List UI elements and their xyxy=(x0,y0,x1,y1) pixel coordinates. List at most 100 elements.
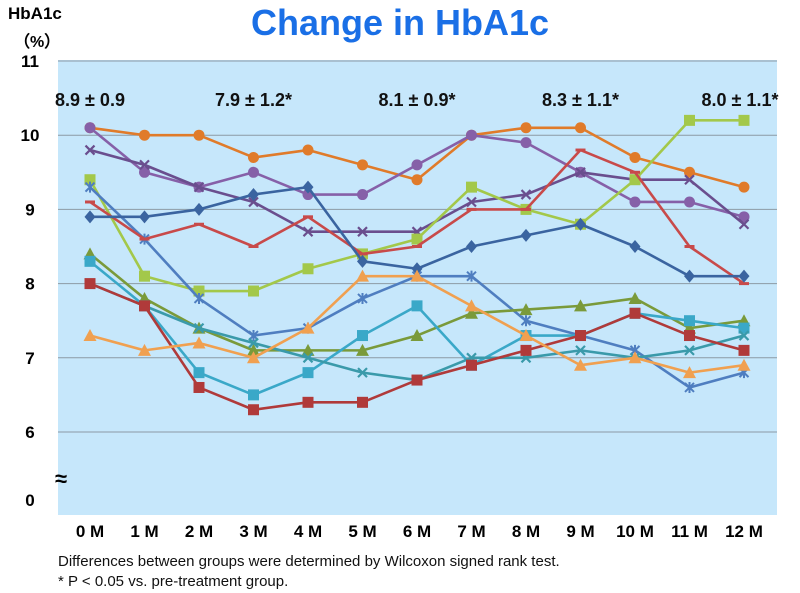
data-point xyxy=(357,189,368,201)
data-point xyxy=(466,129,477,141)
mean-sd-annotation: 8.9 ± 0.9 xyxy=(55,90,125,110)
data-point xyxy=(302,180,314,194)
data-point xyxy=(466,196,477,208)
chart-title: Change in HbA1c xyxy=(250,2,550,43)
y-axis-unit: （%） xyxy=(14,34,61,51)
data-point xyxy=(574,358,587,371)
data-point xyxy=(684,166,695,178)
plot-area xyxy=(58,60,777,515)
footnote-significance: * P < 0.05 vs. pre-treatment group. xyxy=(58,573,289,590)
data-point xyxy=(193,322,205,334)
data-point xyxy=(738,269,750,283)
data-point xyxy=(683,366,696,379)
data-point xyxy=(84,210,96,224)
data-point xyxy=(193,381,205,393)
x-tick-label: 0 M xyxy=(76,522,104,541)
data-point xyxy=(248,389,259,401)
data-point xyxy=(519,329,533,342)
x-tick-label: 3 M xyxy=(239,522,267,541)
data-point xyxy=(139,300,150,312)
data-point xyxy=(575,330,586,342)
data-point xyxy=(139,210,150,224)
data-point xyxy=(684,315,695,327)
mean-sd-annotation: 8.3 ± 1.1* xyxy=(542,90,619,110)
data-point xyxy=(139,129,150,141)
y-tick-label: 8 xyxy=(25,275,34,294)
data-point xyxy=(411,300,423,312)
data-point xyxy=(520,344,532,356)
data-point xyxy=(466,181,477,193)
mean-sd-annotation: 7.9 ± 1.2* xyxy=(215,90,292,110)
data-point xyxy=(628,351,642,364)
data-point xyxy=(738,211,750,223)
data-point xyxy=(411,174,423,186)
data-point xyxy=(248,166,259,178)
x-tick-label: 11 M xyxy=(671,522,708,541)
data-point xyxy=(629,151,641,163)
data-point xyxy=(357,254,368,268)
x-tick-label: 4 M xyxy=(294,522,322,541)
data-point xyxy=(139,166,150,178)
x-tick-label: 8 M xyxy=(512,522,540,541)
x-tick-label: 5 M xyxy=(348,522,376,541)
x-tick-label: 1 M xyxy=(130,522,158,541)
data-point xyxy=(302,226,314,237)
data-point xyxy=(465,299,478,312)
data-point xyxy=(410,329,424,342)
x-tick-label: 10 M xyxy=(616,522,654,541)
data-point xyxy=(684,345,695,356)
data-point xyxy=(466,240,477,253)
data-point xyxy=(248,151,259,163)
data-point xyxy=(520,228,532,242)
x-tick-label: 12 M xyxy=(725,522,763,541)
data-point xyxy=(84,144,96,156)
data-point xyxy=(248,196,259,208)
data-point xyxy=(357,330,368,342)
data-point xyxy=(356,269,369,282)
data-point xyxy=(684,196,695,208)
y-tick-label: 11 xyxy=(21,52,39,71)
data-point xyxy=(302,367,314,379)
data-point xyxy=(737,358,751,371)
data-point xyxy=(575,167,586,178)
data-point xyxy=(247,343,260,356)
data-point xyxy=(738,218,750,230)
data-point xyxy=(247,351,260,364)
data-point xyxy=(466,270,477,282)
data-point xyxy=(248,188,259,202)
data-point xyxy=(138,343,151,356)
data-point xyxy=(301,343,315,356)
data-point xyxy=(629,307,641,319)
data-point xyxy=(738,344,750,356)
data-point xyxy=(301,321,315,334)
y-tick-label: 10 xyxy=(21,126,40,145)
x-tick-label: 6 M xyxy=(403,522,431,541)
data-point xyxy=(574,299,587,312)
data-point xyxy=(411,262,423,276)
data-point xyxy=(520,122,532,134)
data-point xyxy=(738,114,750,126)
data-point xyxy=(465,306,478,319)
data-point xyxy=(520,189,532,200)
y-tick-label: 9 xyxy=(25,200,34,219)
data-point xyxy=(684,114,695,126)
y-axis-label: HbA1c xyxy=(8,4,62,23)
data-point xyxy=(628,291,642,304)
data-point xyxy=(357,159,368,171)
data-point xyxy=(411,233,423,245)
data-point xyxy=(519,303,533,316)
data-point xyxy=(248,404,259,416)
data-point xyxy=(84,122,96,134)
data-point xyxy=(84,278,96,290)
data-point xyxy=(302,144,314,156)
data-point xyxy=(411,374,423,386)
data-point xyxy=(410,269,424,282)
data-point xyxy=(193,292,205,304)
data-point xyxy=(193,129,205,141)
data-point xyxy=(357,226,368,237)
data-point xyxy=(411,159,423,171)
data-point xyxy=(684,269,695,283)
data-point xyxy=(84,174,96,186)
data-point xyxy=(357,292,368,304)
